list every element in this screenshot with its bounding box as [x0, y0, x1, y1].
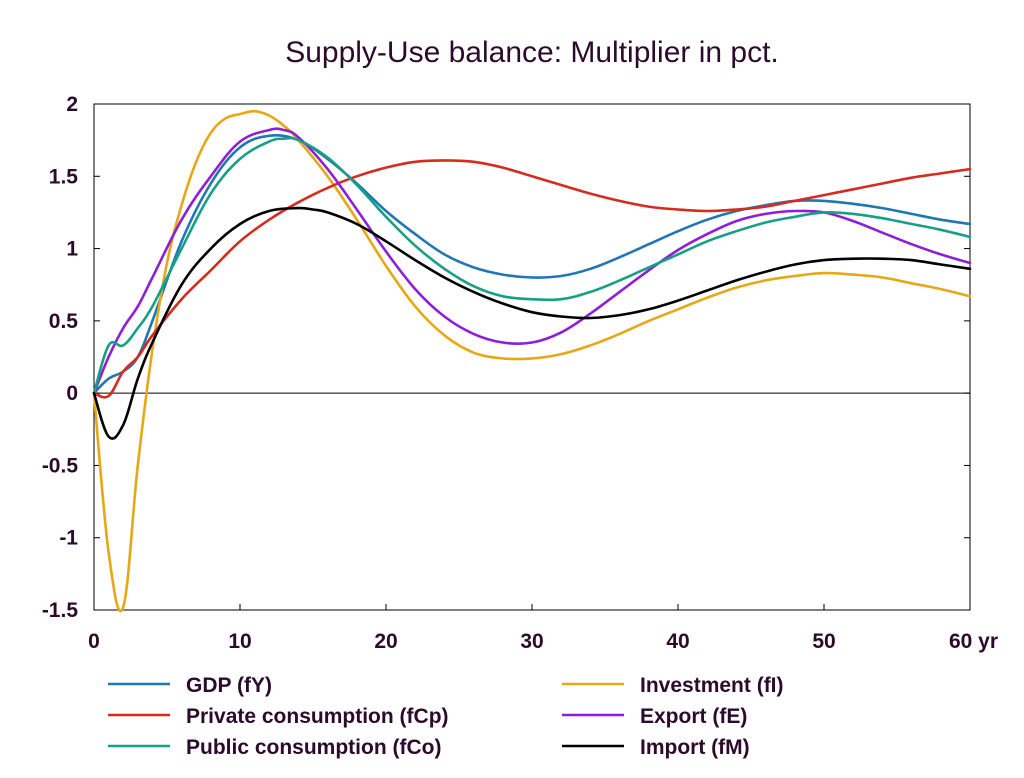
plot-area-border	[93, 103, 971, 611]
series-line-export-fe	[92, 127, 972, 395]
y-tick-label: 0	[66, 382, 78, 405]
y-tick-label: 1.5	[49, 165, 79, 188]
x-tick-label: 40	[666, 630, 689, 653]
legend-label: Export (fE)	[640, 705, 747, 728]
y-tick-label: -1.5	[42, 599, 79, 622]
y-tick-label: 0.5	[49, 310, 79, 333]
x-tick-label: 50	[812, 630, 835, 653]
y-tick-label: -1	[59, 527, 78, 550]
y-axis-ticks: 2 1.5 1 0.5 0 -0.5 -1 -1.5	[42, 93, 970, 622]
x-tick-label: 20	[374, 630, 397, 653]
legend-label: Investment (fI)	[640, 674, 784, 697]
plot-frame	[93, 103, 971, 611]
series-line-import-fm	[92, 206, 972, 440]
x-tick-label: 0	[88, 630, 100, 653]
x-tick-label: 60 yr	[949, 630, 998, 653]
x-axis-ticks: 0 10 20 30 40 50 60 yr	[88, 604, 998, 653]
series-line-investment-fi	[92, 109, 972, 613]
legend-label: Private consumption (fCp)	[186, 705, 449, 728]
y-tick-label: 2	[66, 93, 78, 116]
series-line-public-consumption-fco	[92, 136, 972, 395]
series-line-private-consumption-fcp	[92, 159, 972, 399]
legend-label: Public consumption (fCo)	[186, 736, 441, 759]
y-tick-label: 1	[66, 238, 78, 261]
series-lines	[92, 109, 972, 613]
chart-title: Supply-Use balance: Multiplier in pct.	[285, 36, 779, 69]
series-line-gdp-fy	[92, 134, 972, 395]
y-tick-label: -0.5	[42, 454, 79, 477]
legend-label: Import (fM)	[640, 736, 750, 759]
legend: GDP (fY) Private consumption (fCp) Public …	[108, 674, 784, 759]
x-tick-label: 30	[520, 630, 543, 653]
x-tick-label: 10	[228, 630, 251, 653]
legend-label: GDP (fY)	[186, 674, 272, 697]
